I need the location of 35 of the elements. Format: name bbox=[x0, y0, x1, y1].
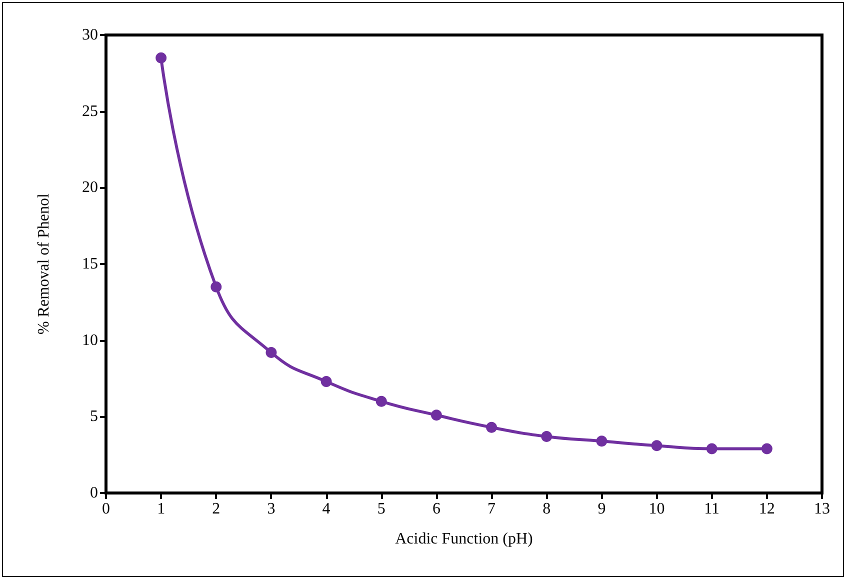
x-tick-label: 0 bbox=[102, 500, 110, 518]
point bbox=[706, 443, 718, 454]
y-tick-label: 15 bbox=[82, 256, 98, 272]
x-tick-label: 12 bbox=[758, 500, 775, 518]
x-tick-label: 7 bbox=[488, 500, 496, 518]
y-tick-label: 30 bbox=[82, 26, 98, 44]
x-axis-title: Acidic Function (pH) bbox=[395, 530, 533, 548]
y-tick-label: 5 bbox=[90, 408, 98, 426]
x-tick-label: 13 bbox=[814, 500, 830, 518]
x-tick-label: 11 bbox=[704, 500, 720, 518]
point bbox=[430, 410, 442, 421]
x-tick-label: 5 bbox=[377, 500, 386, 518]
x-tick-label: 1 bbox=[157, 500, 166, 518]
point bbox=[376, 396, 387, 407]
x-tick-label: 6 bbox=[432, 500, 440, 518]
x-tick-label: 2 bbox=[212, 500, 220, 518]
x-tick-label: 4 bbox=[322, 500, 330, 518]
point bbox=[651, 440, 662, 452]
point bbox=[210, 281, 222, 292]
y-tick-label: 25 bbox=[82, 102, 98, 120]
x-tick-label: 8 bbox=[542, 500, 551, 518]
point bbox=[761, 443, 772, 454]
point bbox=[596, 436, 608, 447]
point bbox=[541, 431, 552, 442]
y-tick-label: 10 bbox=[82, 332, 98, 349]
x-tick-label: 9 bbox=[598, 500, 606, 518]
point bbox=[266, 347, 277, 358]
x-tick-label: 10 bbox=[648, 500, 665, 518]
point bbox=[486, 422, 498, 433]
x-tick-label: 3 bbox=[267, 500, 276, 518]
y-tick-label: 20 bbox=[82, 179, 98, 196]
point bbox=[320, 376, 332, 388]
y-axis-title: % Removal of Phenol bbox=[36, 193, 52, 334]
point bbox=[156, 52, 167, 64]
y-tick-label: 0 bbox=[90, 484, 98, 502]
